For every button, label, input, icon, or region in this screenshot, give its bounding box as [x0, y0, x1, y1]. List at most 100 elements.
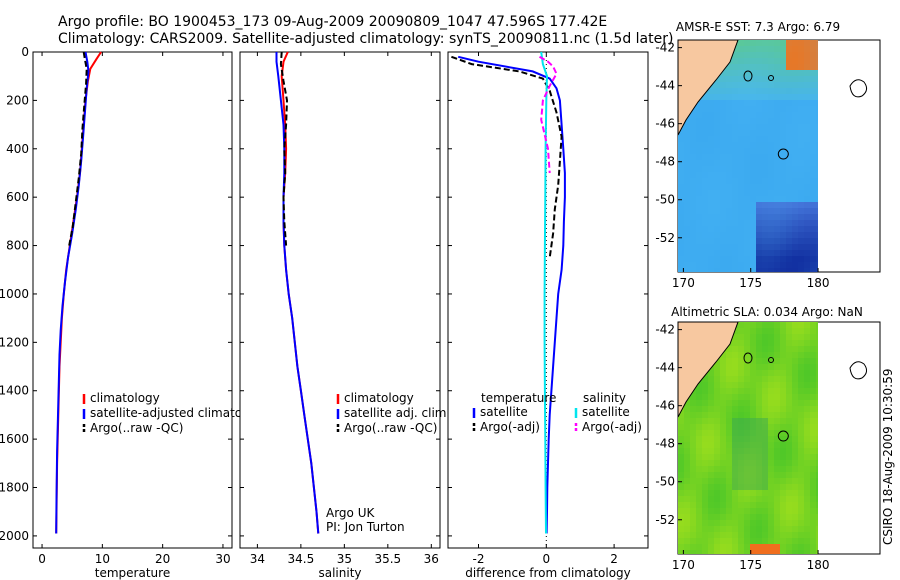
map-cell: [768, 418, 775, 425]
map-cell: [726, 268, 733, 272]
map-cell: [786, 94, 793, 101]
map-cell: [678, 508, 685, 515]
series-line: [275, 52, 320, 534]
map-cell: [750, 100, 757, 107]
map-cell: [696, 436, 703, 443]
map-cell: [804, 538, 811, 545]
map-cell: [792, 352, 799, 359]
map-cell: [744, 58, 751, 65]
map-cell: [816, 382, 819, 389]
map-cell: [816, 484, 819, 491]
map-cell: [774, 406, 781, 413]
map-cell: [810, 58, 817, 65]
map-cell: [702, 544, 709, 551]
map-cell: [702, 484, 709, 491]
map-cell: [756, 328, 763, 335]
map-cell: [708, 520, 715, 527]
map-cell: [780, 394, 787, 401]
map-cell: [792, 178, 799, 185]
map-cell: [780, 430, 787, 437]
map-cell: [744, 352, 751, 359]
map-cell: [762, 520, 769, 527]
map-cell: [798, 262, 805, 269]
map-cell: [696, 178, 703, 185]
map-cell: [678, 178, 685, 185]
map-cell: [714, 538, 721, 545]
map-cell: [738, 436, 745, 443]
map-cell: [762, 46, 769, 53]
map-cell: [750, 166, 757, 173]
y-tick-label: -52: [655, 231, 675, 245]
map-cell: [786, 334, 793, 341]
map-cell: [780, 178, 787, 185]
map-cell: [714, 76, 721, 83]
map-cell: [714, 130, 721, 137]
map-cell: [816, 106, 819, 113]
map-cell: [708, 142, 715, 149]
map-cell: [732, 106, 739, 113]
map-cell: [774, 478, 781, 485]
map-cell: [798, 322, 805, 329]
map-cell: [780, 496, 787, 503]
map-cell: [720, 514, 727, 521]
map-cell: [780, 232, 787, 239]
map-cell: [738, 100, 745, 107]
map-cell: [804, 394, 811, 401]
map-cell: [732, 52, 739, 59]
map-cell: [714, 382, 721, 389]
map-cell: [684, 442, 691, 449]
credit-label: CSIRO 18-Aug-2009 10:30:59: [881, 369, 895, 545]
map-cell: [768, 334, 775, 341]
map-cell: [804, 508, 811, 515]
map-cell: [774, 184, 781, 191]
map-cell: [696, 514, 703, 521]
map-cell: [762, 124, 769, 131]
map-cell: [738, 166, 745, 173]
map-cell: [732, 118, 739, 125]
map-cell: [714, 526, 721, 533]
map-cell: [798, 232, 805, 239]
map-cell: [732, 244, 739, 251]
map-cell: [810, 370, 817, 377]
map-cell: [744, 130, 751, 137]
map-cell: [702, 232, 709, 239]
map-cell: [714, 82, 721, 89]
map-cell: [774, 40, 781, 47]
map-cell: [678, 136, 685, 143]
x-tick-label: 2: [610, 552, 618, 566]
map-cell: [762, 184, 769, 191]
plot-frame: [239, 51, 441, 549]
map-cell: [750, 478, 757, 485]
map-cell: [774, 178, 781, 185]
map-cell: [702, 256, 709, 263]
map-cell: [798, 172, 805, 179]
map-cell: [756, 382, 763, 389]
map-cell: [786, 52, 793, 59]
map-cell: [702, 436, 709, 443]
map-cell: [786, 208, 793, 215]
map-cell: [816, 544, 819, 551]
map-cell: [780, 250, 787, 257]
map-cell: [726, 472, 733, 479]
map-cell: [774, 448, 781, 455]
map-cell: [804, 262, 811, 269]
map-cell: [768, 40, 775, 47]
map-cell: [708, 502, 715, 509]
map-cell: [786, 520, 793, 527]
map-cell: [810, 106, 817, 113]
map-cell: [798, 202, 805, 209]
map-cell: [732, 142, 739, 149]
map-cell: [684, 538, 691, 545]
map-cell: [750, 328, 757, 335]
map-cell: [732, 82, 739, 89]
map-cell: [810, 40, 817, 47]
map-cell: [810, 196, 817, 203]
map-cell: [744, 124, 751, 131]
map-cell: [696, 190, 703, 197]
map-cell: [804, 544, 811, 551]
map-cell: [804, 460, 811, 467]
map-cell: [798, 502, 805, 509]
map-cell: [720, 466, 727, 473]
map-cell: [750, 184, 757, 191]
map-cell: [774, 328, 781, 335]
